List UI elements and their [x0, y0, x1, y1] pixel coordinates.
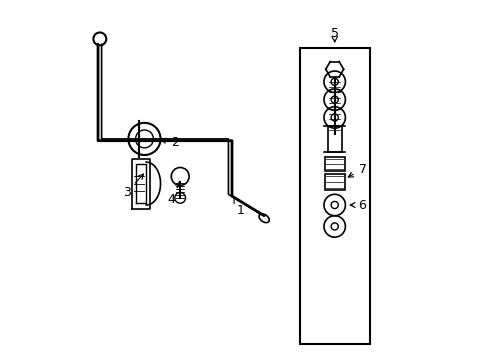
Text: 7: 7 — [347, 163, 366, 177]
Text: 4: 4 — [167, 182, 180, 206]
Text: 6: 6 — [349, 198, 366, 212]
Text: 5: 5 — [330, 27, 338, 40]
Bar — [324, 174, 344, 190]
Text: 1: 1 — [233, 198, 244, 217]
Bar — [299, 48, 369, 344]
Text: 3: 3 — [122, 174, 143, 199]
Bar — [327, 126, 341, 152]
Bar — [324, 157, 344, 171]
Text: 2: 2 — [161, 136, 179, 149]
